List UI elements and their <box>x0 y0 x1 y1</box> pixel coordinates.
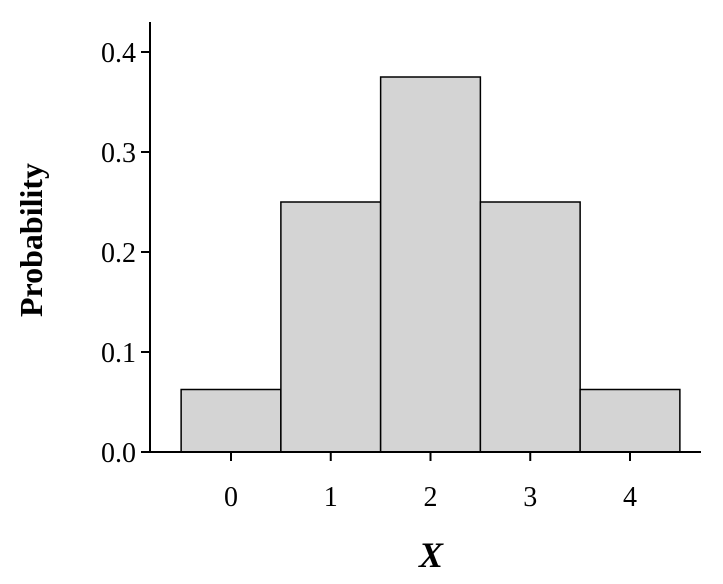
x-tick-label-1: 1 <box>324 482 338 513</box>
x-tick-label-2: 2 <box>424 482 438 513</box>
x-tick-label-4: 4 <box>623 482 637 513</box>
bar-0 <box>180 388 282 453</box>
bar-2 <box>379 76 482 453</box>
x-axis-title: X <box>418 535 444 575</box>
y-tick-label-0.3: 0.3 <box>101 138 136 169</box>
y-axis-title: Probability <box>13 163 49 317</box>
bar-1 <box>280 201 382 453</box>
y-tick-label-0.4: 0.4 <box>101 38 136 69</box>
bar-4 <box>579 388 681 453</box>
y-tick-label-0.2: 0.2 <box>101 238 136 269</box>
y-tick-label-0.1: 0.1 <box>101 338 136 369</box>
bar-3 <box>479 201 581 453</box>
x-tick-label-3: 3 <box>523 482 537 513</box>
y-tick-label-0.0: 0.0 <box>101 438 136 469</box>
bars-layer <box>180 76 681 453</box>
x-tick-label-0: 0 <box>224 482 238 513</box>
axes-layer: 0.0 0.1 0.2 0.3 0.4 0 1 2 3 4 <box>101 22 701 513</box>
